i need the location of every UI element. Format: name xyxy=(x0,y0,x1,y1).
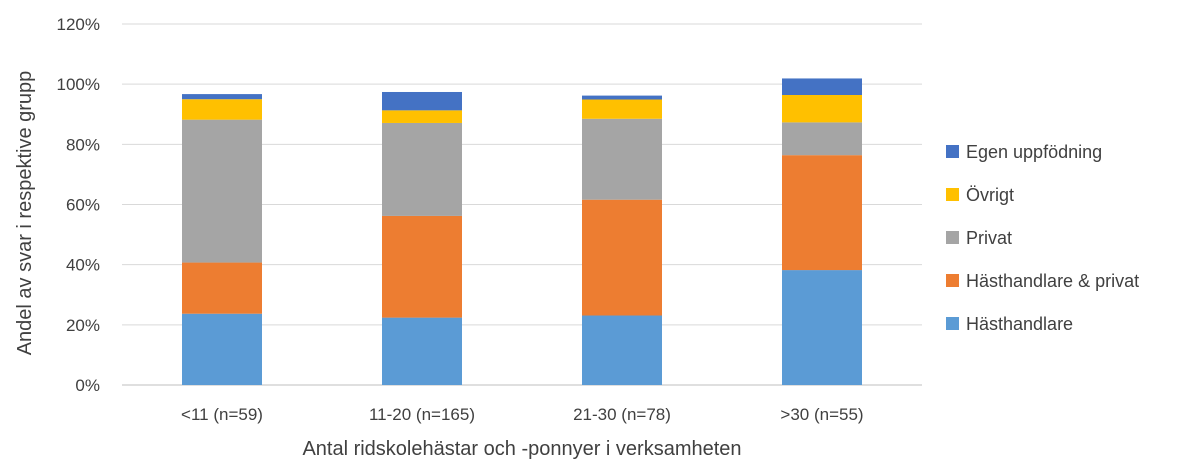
x-axis-title: Antal ridskolehästar och -ponnyer i verk… xyxy=(302,438,741,460)
bar-segment xyxy=(182,94,262,100)
bar-segment xyxy=(382,91,462,111)
y-tick-label: 60% xyxy=(66,196,100,215)
bars xyxy=(182,78,862,385)
y-tick-label: 0% xyxy=(75,376,100,395)
bar-segment xyxy=(182,313,262,385)
legend-swatch xyxy=(946,274,959,287)
x-tick-label: <11 (n=59) xyxy=(181,405,263,424)
y-tick-label: 100% xyxy=(57,75,100,94)
bar-segment xyxy=(182,119,262,263)
legend-label: Hästhandlare & privat xyxy=(966,271,1139,291)
bar-segment xyxy=(382,317,462,385)
bar-segment xyxy=(382,215,462,318)
legend-label: Egen uppfödning xyxy=(966,142,1102,162)
bar-segment xyxy=(782,94,862,123)
bar-segment xyxy=(582,95,662,100)
x-tick-label: 11-20 (n=165) xyxy=(369,405,475,424)
legend-label: Hästhandlare xyxy=(966,314,1073,334)
x-tick-label: >30 (n=55) xyxy=(780,405,863,424)
legend-swatch xyxy=(946,317,959,330)
bar-segment xyxy=(782,270,862,385)
y-tick-label: 20% xyxy=(66,316,100,335)
y-axis-ticks: 0% 20% 40% 60% 80% 100% 120% xyxy=(57,15,100,395)
bar-segment xyxy=(382,122,462,216)
bar-segment xyxy=(582,315,662,385)
legend: Egen uppfödning Övrigt Privat Hästhandlare … xyxy=(946,142,1139,334)
legend-swatch xyxy=(946,145,959,158)
bar-segment xyxy=(782,122,862,156)
x-axis-ticks: <11 (n=59) 11-20 (n=165) 21-30 (n=78) >30 (… xyxy=(181,405,864,424)
bar-segment xyxy=(782,78,862,95)
x-tick-label: 21-30 (n=78) xyxy=(573,405,671,424)
legend-swatch xyxy=(946,231,959,244)
bar-segment xyxy=(182,262,262,314)
bar-segment xyxy=(582,118,662,200)
bar-segment xyxy=(182,99,262,120)
y-axis-title: Andel av svar i respektive grupp xyxy=(14,71,36,356)
legend-label: Privat xyxy=(966,228,1012,248)
bar-segment xyxy=(582,99,662,119)
legend-swatch xyxy=(946,188,959,201)
bar-segment xyxy=(382,110,462,123)
y-tick-label: 80% xyxy=(66,135,100,154)
y-tick-label: 40% xyxy=(66,256,100,275)
bar-segment xyxy=(582,199,662,316)
bar-segment xyxy=(782,155,862,271)
y-tick-label: 120% xyxy=(57,15,100,34)
legend-label: Övrigt xyxy=(966,185,1014,205)
